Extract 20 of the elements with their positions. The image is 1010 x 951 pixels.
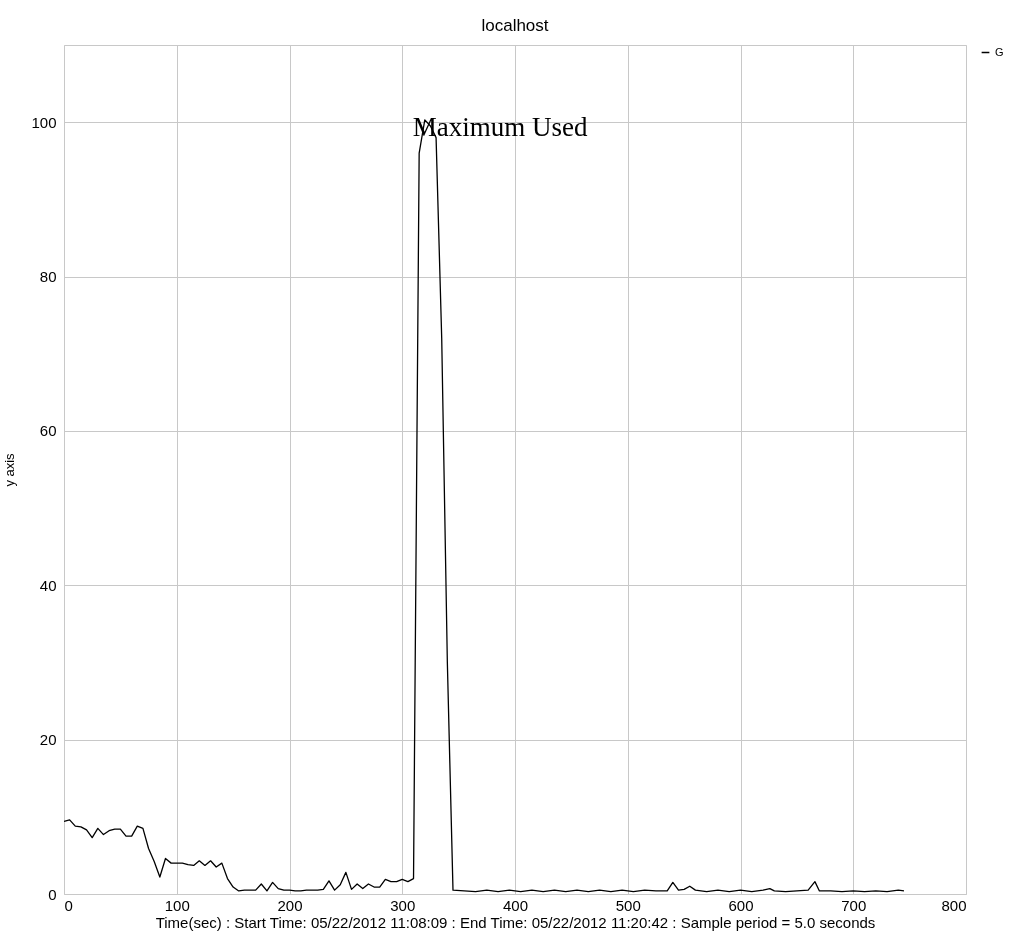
x-tick-label: 400 <box>502 896 529 914</box>
x-tick-label: 100 <box>164 896 190 914</box>
x-tick-label: 700 <box>841 896 867 914</box>
y-tick-label: 20 <box>39 731 57 749</box>
x-axis-title: Time(sec) : Start Time: 05/22/2012 11:08:09 : End Time: 05/22/2012 11:20:42 : Sample period = 5.0 seconds <box>155 913 876 931</box>
y-tick-label: 40 <box>39 576 57 594</box>
x-tick-label: 500 <box>615 896 641 914</box>
x-tick-label: 0 <box>64 896 73 914</box>
line-series <box>64 119 905 893</box>
y-tick-label: 80 <box>39 268 57 286</box>
y-axis-title: y axis <box>2 452 18 487</box>
x-tick-label: 300 <box>390 896 416 914</box>
x-tick-label: 800 <box>941 896 967 914</box>
y-tick-label: 60 <box>39 422 57 440</box>
x-tick-label: 600 <box>728 896 754 914</box>
y-tick-label: 100 <box>31 113 57 131</box>
legend-label: G <box>995 45 1004 58</box>
x-tick-label: 200 <box>277 896 303 914</box>
y-tick-label: 0 <box>48 885 57 903</box>
chart-title: localhost <box>481 16 549 35</box>
